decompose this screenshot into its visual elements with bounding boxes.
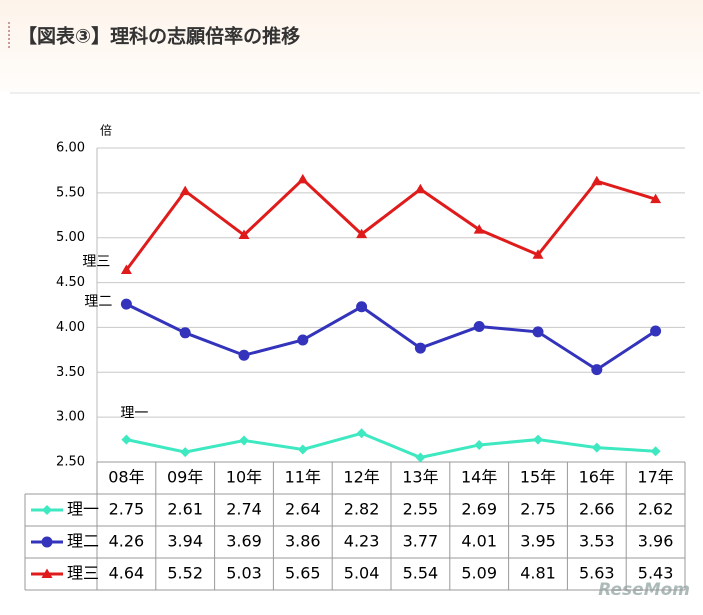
table-value: 5.63: [579, 564, 615, 583]
marker: [120, 298, 132, 310]
marker: [415, 452, 426, 463]
marker: [533, 434, 543, 445]
title: 【図表③】理科の志願倍率の推移: [18, 25, 300, 48]
table-value: 3.96: [638, 532, 674, 551]
y-tick-label: 5.00: [56, 230, 85, 245]
x-tick-label: 17年: [637, 468, 673, 487]
marker: [180, 447, 191, 458]
table-value: 2.66: [579, 500, 615, 519]
table-value: 5.43: [638, 564, 674, 583]
table-value: 4.23: [344, 532, 380, 551]
table-value: 5.09: [461, 564, 497, 583]
x-tick-label: 09年: [167, 468, 203, 487]
marker: [120, 264, 132, 275]
table-value: 5.52: [167, 564, 203, 583]
marker: [650, 193, 662, 204]
marker: [356, 428, 367, 439]
table-value: 3.77: [403, 532, 439, 551]
marker: [238, 349, 250, 361]
series-line: [126, 431, 656, 460]
x-tick-label: 15年: [520, 468, 556, 487]
y-tick-label: 4.00: [56, 320, 85, 335]
marker: [121, 434, 132, 445]
table-value: 3.53: [579, 532, 615, 551]
marker: [650, 446, 661, 457]
series-label: 理三: [82, 254, 110, 270]
table-value: 2.74: [226, 500, 262, 519]
table-value: 2.75: [520, 500, 556, 519]
table-value: 4.26: [109, 532, 145, 551]
y-tick-label: 4.50: [56, 275, 85, 290]
legend-label: 理三: [67, 564, 99, 583]
y-tick-label: 3.00: [56, 410, 85, 425]
marker: [179, 185, 191, 196]
marker: [474, 439, 485, 450]
marker: [532, 326, 544, 338]
table-value: 3.69: [226, 532, 262, 551]
marker: [179, 327, 191, 339]
marker: [297, 173, 309, 184]
table-value: 5.54: [403, 564, 439, 583]
table-value: 2.64: [285, 500, 321, 519]
marker: [238, 229, 250, 240]
marker: [41, 536, 53, 548]
x-tick-label: 13年: [402, 468, 438, 487]
marker: [414, 183, 426, 194]
marker: [532, 249, 544, 259]
marker: [356, 228, 368, 239]
table-value: 3.95: [520, 532, 556, 551]
series-line: [125, 177, 657, 271]
marker: [297, 444, 308, 455]
series-label: 理二: [84, 294, 112, 310]
legend-label: 理一: [67, 500, 99, 519]
marker: [473, 224, 485, 234]
table-value: 2.75: [109, 500, 145, 519]
x-tick-label: 14年: [461, 468, 497, 487]
marker: [591, 175, 603, 186]
table-value: 3.94: [167, 532, 203, 551]
x-tick-label: 16年: [579, 468, 615, 487]
marker: [297, 334, 309, 346]
marker: [356, 301, 368, 313]
table-value: 4.81: [520, 564, 556, 583]
table-value: 2.61: [167, 500, 203, 519]
table-value: 5.65: [285, 564, 321, 583]
marker: [414, 342, 426, 354]
marker: [239, 435, 249, 446]
header-band: [0, 0, 703, 92]
x-tick-label: 11年: [285, 468, 321, 487]
marker: [473, 321, 485, 333]
table-value: 2.82: [344, 500, 380, 519]
y-tick-label: 2.50: [56, 455, 85, 470]
x-tick-label: 12年: [343, 468, 379, 487]
y-tick-label: 5.50: [56, 185, 85, 200]
marker: [591, 442, 602, 453]
table-value: 5.03: [226, 564, 262, 583]
x-tick-label: 10年: [226, 468, 262, 487]
marker: [41, 568, 53, 578]
marker: [650, 325, 662, 337]
table-value: 2.69: [461, 500, 497, 519]
marker: [591, 364, 603, 376]
x-tick-label: 08年: [108, 468, 144, 487]
legend-label: 理二: [67, 532, 99, 551]
y-tick-label: 3.50: [56, 365, 85, 380]
series-label: 理一: [120, 406, 148, 422]
table-value: 2.55: [403, 500, 439, 519]
table-value: 4.01: [461, 532, 497, 551]
marker: [42, 505, 52, 515]
table-value: 5.04: [344, 564, 380, 583]
series-line: [125, 302, 657, 372]
table-value: 3.86: [285, 532, 321, 551]
table-value: 2.62: [638, 500, 674, 519]
y-unit: 倍: [100, 123, 112, 138]
table-value: 4.64: [109, 564, 145, 583]
y-tick-label: 6.00: [56, 141, 85, 156]
